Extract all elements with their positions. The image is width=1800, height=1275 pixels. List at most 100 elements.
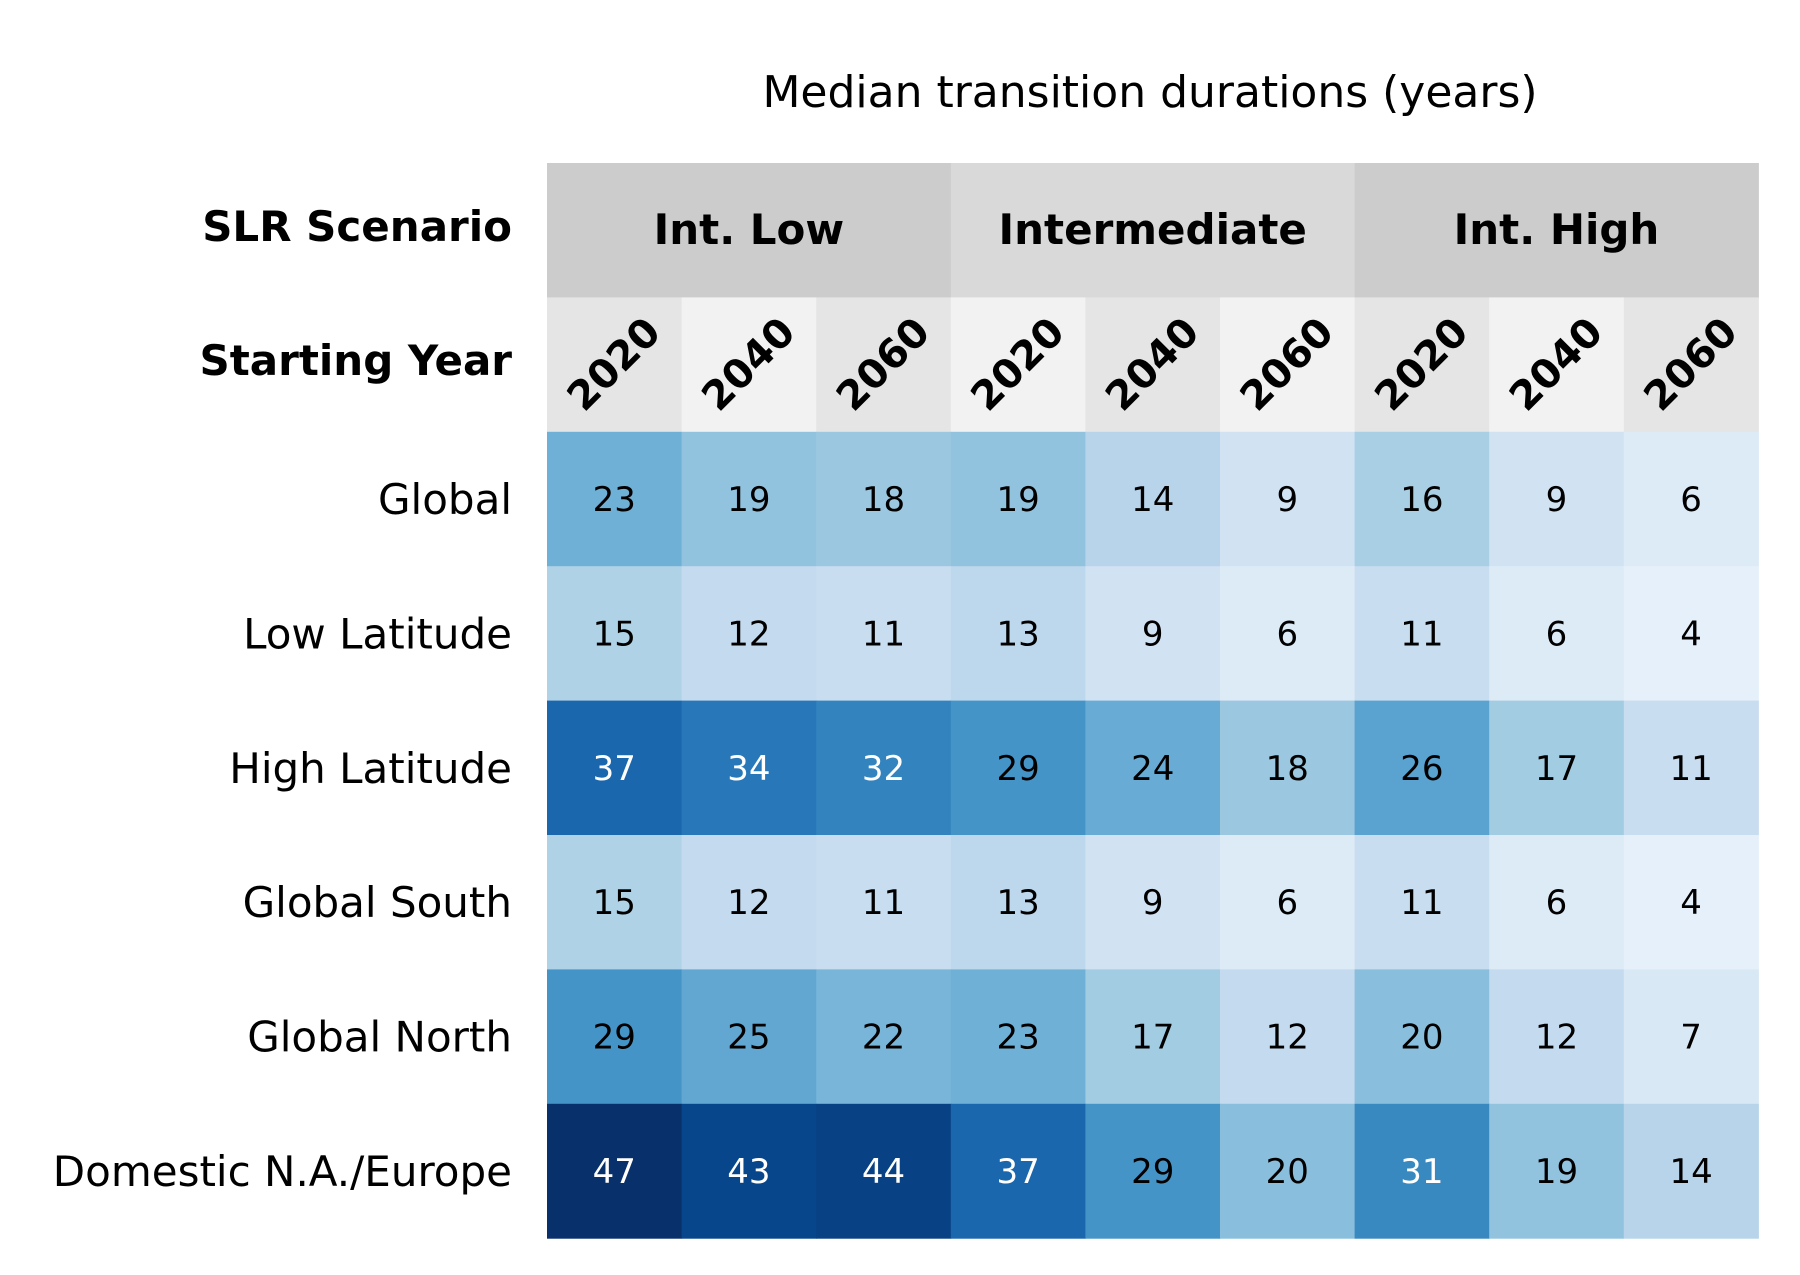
heatmap-cell — [1623, 1103, 1759, 1239]
cell-value: 11 — [1669, 749, 1712, 789]
cell-value: 24 — [1131, 749, 1174, 789]
year-header-cell — [816, 297, 952, 433]
year-header-cell — [547, 297, 683, 433]
heatmap-cell — [1623, 431, 1759, 567]
cell-value: 9 — [1276, 480, 1298, 520]
row-label: Global South — [243, 878, 512, 927]
cell-value: 26 — [1400, 749, 1443, 789]
cell-value: 19 — [1535, 1152, 1578, 1192]
cell-value: 6 — [1276, 883, 1298, 923]
heatmap-cell — [1085, 969, 1221, 1105]
cell-value: 18 — [1266, 749, 1309, 789]
scenario-header-label: SLR Scenario — [202, 202, 512, 251]
heatmap-cell — [1220, 1103, 1356, 1239]
heatmap-cell — [1354, 835, 1490, 970]
heatmap-cell — [950, 700, 1086, 836]
heatmap-cell — [950, 431, 1086, 567]
cell-value: 31 — [1400, 1152, 1443, 1192]
year-headers: 2020 2040 2060 2020 2040 2060 2020 2040 2060 — [547, 297, 1759, 433]
cell-value: 13 — [996, 614, 1039, 654]
heatmap-cell — [1489, 969, 1625, 1105]
heatmap-cell — [681, 1103, 817, 1239]
heatmap-cell — [1489, 1103, 1625, 1239]
heatmap-cell — [1220, 969, 1356, 1105]
row-label: Low Latitude — [243, 609, 512, 658]
cell-value: 6 — [1276, 614, 1298, 654]
cell-value: 22 — [862, 1018, 905, 1058]
cell-value: 9 — [1142, 883, 1164, 923]
row-label: Global North — [247, 1013, 512, 1062]
heatmap-cell — [1354, 700, 1490, 836]
row-label: High Latitude — [229, 744, 512, 793]
scenario-label: Int. Low — [654, 205, 845, 254]
heatmap-cell — [1220, 700, 1356, 836]
heatmap-cell — [816, 431, 952, 567]
heatmap-cells: 23 19 18 19 14 9 16 9 615 12 11 13 9 6 11 6 437 34 32 29 24 1… — [547, 431, 1759, 1239]
cell-value: 18 — [862, 480, 905, 520]
heatmap-cell — [681, 969, 817, 1105]
heatmap-cell — [816, 969, 952, 1105]
cell-value: 23 — [593, 480, 636, 520]
cell-value: 44 — [862, 1152, 905, 1192]
heatmap-cell — [547, 700, 683, 836]
chart-title: Median transition durations (years) — [762, 67, 1537, 118]
cell-value: 11 — [862, 614, 905, 654]
heatmap-cell — [681, 835, 817, 970]
heatmap-cell — [1354, 431, 1490, 567]
cell-value: 9 — [1142, 614, 1164, 654]
cell-value: 14 — [1669, 1152, 1712, 1192]
heatmap-cell — [1489, 566, 1625, 702]
heatmap-cell — [1085, 566, 1221, 702]
heatmap-cell — [1489, 700, 1625, 836]
cell-value: 19 — [996, 480, 1039, 520]
cell-value: 14 — [1131, 480, 1174, 520]
cell-value: 6 — [1546, 883, 1568, 923]
cell-value: 20 — [1400, 1018, 1443, 1058]
cell-value: 13 — [996, 883, 1039, 923]
scenario-header-cell — [547, 163, 952, 298]
cell-value: 7 — [1680, 1018, 1702, 1058]
heatmap-cell — [681, 566, 817, 702]
cell-value: 4 — [1680, 883, 1702, 923]
year-header-cell — [1623, 297, 1759, 433]
heatmap-cell — [1623, 835, 1759, 970]
cell-value: 34 — [727, 749, 770, 789]
cell-value: 12 — [1266, 1018, 1309, 1058]
heatmap-cell — [1085, 1103, 1221, 1239]
cell-value: 6 — [1546, 614, 1568, 654]
heatmap-cell — [547, 1103, 683, 1239]
cell-value: 29 — [1131, 1152, 1174, 1192]
cell-value: 9 — [1546, 480, 1568, 520]
cell-value: 15 — [593, 614, 636, 654]
heatmap-cell — [681, 431, 817, 567]
cell-value: 29 — [593, 1018, 636, 1058]
cell-value: 29 — [996, 749, 1039, 789]
heatmap-cell — [950, 835, 1086, 970]
heatmap-cell — [1489, 431, 1625, 567]
heatmap-cell — [816, 566, 952, 702]
year-header-label: Starting Year — [199, 336, 512, 385]
cell-value: 4 — [1680, 614, 1702, 654]
cell-value: 43 — [727, 1152, 770, 1192]
heatmap-cell — [816, 700, 952, 836]
cell-value: 37 — [996, 1152, 1039, 1192]
heatmap-cell — [1623, 700, 1759, 836]
heatmap-cell — [1623, 566, 1759, 702]
year-header-cell — [681, 297, 817, 433]
scenario-header-cell — [1354, 163, 1759, 298]
heatmap-cell — [816, 1103, 952, 1239]
cell-value: 11 — [1400, 614, 1443, 654]
heatmap-cell — [547, 566, 683, 702]
heatmap-cell — [1489, 835, 1625, 970]
heatmap-cell — [1623, 969, 1759, 1105]
heatmap-cell — [1085, 700, 1221, 836]
cell-value: 23 — [996, 1018, 1039, 1058]
scenario-label: Intermediate — [998, 205, 1306, 254]
cell-value: 15 — [593, 883, 636, 923]
cell-value: 19 — [727, 480, 770, 520]
heatmap-cell — [950, 566, 1086, 702]
heatmap-cell — [547, 969, 683, 1105]
heatmap-cell — [1354, 1103, 1490, 1239]
cell-value: 20 — [1266, 1152, 1309, 1192]
